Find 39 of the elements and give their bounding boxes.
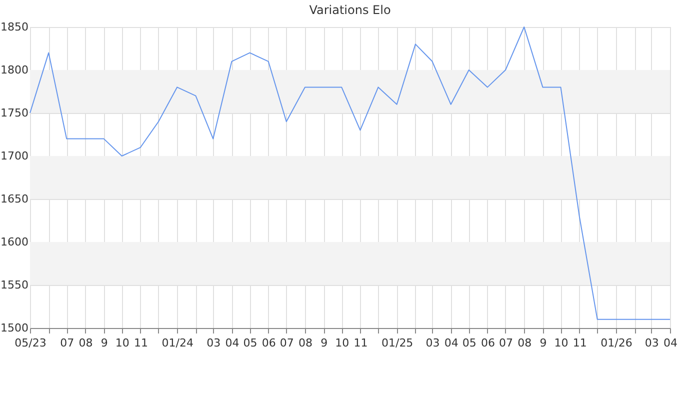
y-tick-label: 1800 (0, 64, 28, 76)
x-tick-label: 10 (115, 336, 130, 350)
x-tick-label: 01/26 (600, 336, 632, 350)
x-tick-label: 10 (554, 336, 568, 350)
x-tick-label: 06 (262, 336, 276, 350)
x-tick-label: 04 (444, 336, 458, 350)
line-series (30, 26, 670, 320)
chart-title: Variations Elo (309, 3, 391, 17)
x-tick-label: 04 (225, 336, 240, 350)
x-tick-label: 10 (335, 336, 350, 350)
x-tick-label: 11 (572, 336, 587, 350)
x-tick-label: 07 (280, 336, 294, 350)
x-tick-label: 08 (78, 336, 93, 350)
x-tick-label: 07 (498, 336, 513, 350)
x-tick-label: 9 (320, 336, 328, 350)
y-tick-label: 1500 (0, 322, 28, 334)
x-tick-label: 08 (518, 336, 532, 350)
x-tick-label: 07 (60, 336, 74, 350)
y-tick-label: 1600 (0, 236, 28, 248)
x-tick-label: 9 (540, 336, 547, 350)
x-tick-label: 9 (100, 336, 108, 350)
x-tick-label: 05 (243, 336, 258, 350)
y-tick-label: 1750 (0, 106, 28, 120)
x-tick-label: 05 (462, 336, 476, 350)
x-tick-label: 06 (480, 336, 495, 350)
x-tick-label: 08 (298, 336, 312, 350)
y-tick-label: 1700 (0, 150, 28, 162)
x-tick-label: 01/24 (162, 336, 194, 350)
y-tick-label: 1650 (0, 192, 28, 206)
x-tick-label: 03 (644, 336, 659, 350)
x-tick-label: 04 (664, 336, 678, 350)
x-tick-label: 01/25 (381, 336, 414, 350)
y-tick-label: 1550 (0, 278, 28, 292)
x-tick-label: 11 (354, 336, 368, 350)
y-tick-label: 1850 (0, 20, 28, 34)
x-tick-label: 03 (426, 336, 440, 350)
x-tick-label: 03 (206, 336, 221, 350)
x-tick-label: 05/23 (14, 336, 46, 350)
x-tick-label: 11 (134, 336, 148, 350)
